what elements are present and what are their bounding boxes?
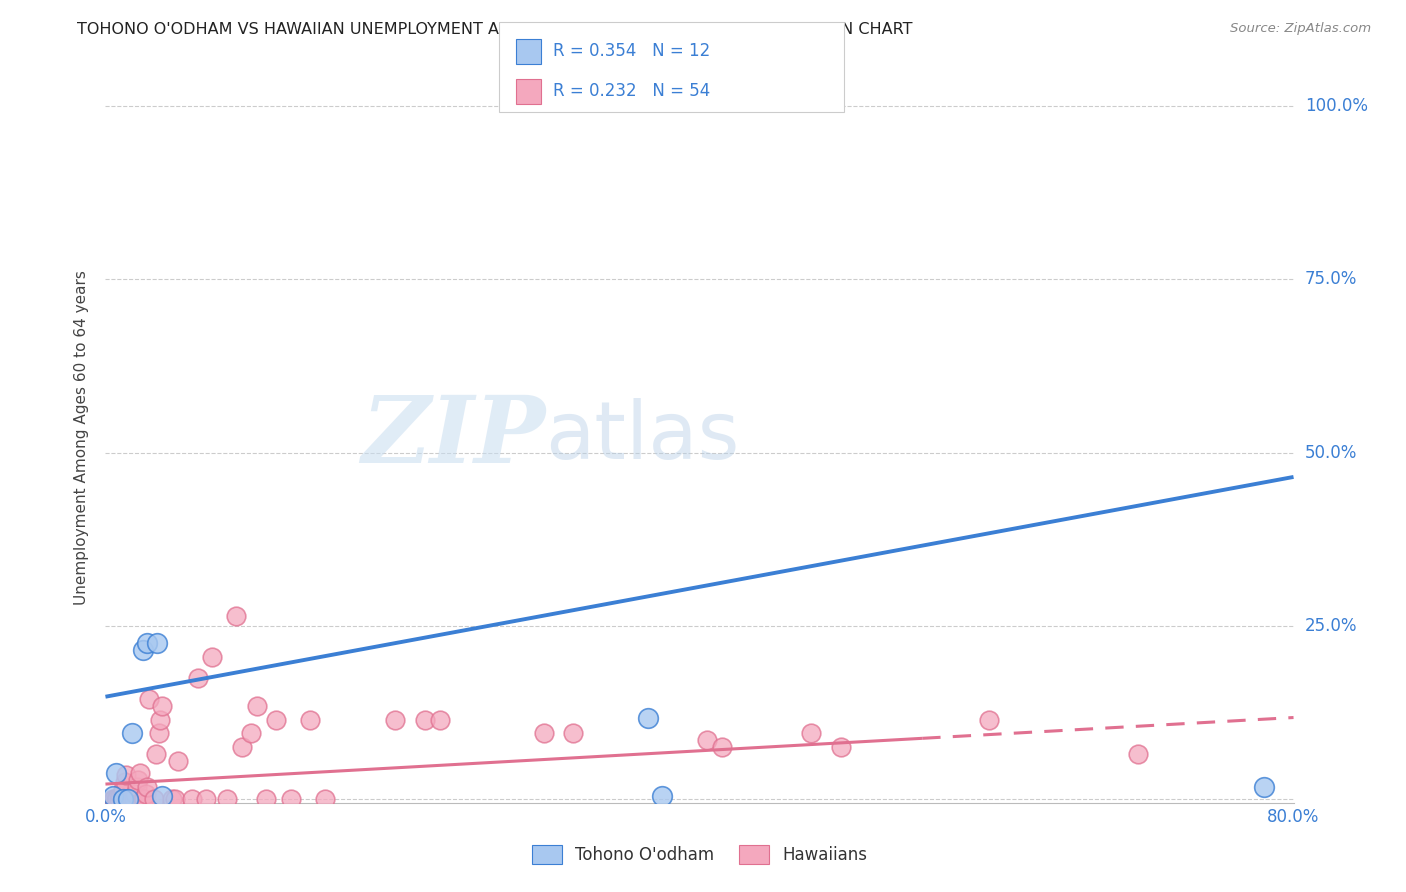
Point	[562, 726, 585, 740]
Point	[146, 636, 169, 650]
Point	[384, 713, 406, 727]
Point	[114, 775, 136, 789]
Point	[429, 713, 451, 727]
Point	[1126, 747, 1149, 762]
Point	[101, 789, 124, 803]
Point	[108, 792, 131, 806]
Point	[105, 792, 128, 806]
Point	[1253, 780, 1275, 794]
Point	[104, 792, 127, 806]
Point	[314, 792, 336, 806]
Point	[264, 713, 287, 727]
Point	[136, 780, 159, 794]
Point	[138, 691, 160, 706]
Point	[111, 787, 134, 801]
Point	[201, 650, 224, 665]
Point	[110, 789, 132, 803]
Point	[533, 726, 555, 740]
Point	[246, 698, 269, 713]
Point	[128, 766, 150, 780]
Text: 100.0%: 100.0%	[1305, 97, 1368, 115]
Text: 75.0%: 75.0%	[1305, 270, 1357, 288]
Point	[165, 792, 187, 806]
Point	[231, 740, 253, 755]
Text: R = 0.354   N = 12: R = 0.354 N = 12	[553, 42, 710, 61]
Y-axis label: Unemployment Among Ages 60 to 64 years: Unemployment Among Ages 60 to 64 years	[75, 269, 90, 605]
Point	[136, 636, 159, 650]
Point	[225, 608, 247, 623]
Point	[180, 792, 202, 806]
Text: ZIP: ZIP	[361, 392, 546, 482]
Point	[651, 789, 673, 803]
Text: TOHONO O'ODHAM VS HAWAIIAN UNEMPLOYMENT AMONG AGES 60 TO 64 YEARS CORRELATION CH: TOHONO O'ODHAM VS HAWAIIAN UNEMPLOYMENT …	[77, 22, 912, 37]
Text: atlas: atlas	[546, 398, 740, 476]
Text: R = 0.232   N = 54: R = 0.232 N = 54	[553, 82, 710, 101]
Point	[167, 754, 190, 768]
Point	[710, 740, 733, 755]
Point	[637, 710, 659, 724]
Point	[162, 792, 184, 806]
Point	[131, 792, 153, 806]
Point	[124, 787, 146, 801]
Point	[121, 792, 143, 806]
Point	[131, 643, 153, 657]
Point	[101, 792, 124, 806]
Point	[127, 772, 149, 787]
Point	[104, 766, 127, 780]
Point	[103, 792, 125, 806]
Point	[121, 726, 143, 740]
Text: 50.0%: 50.0%	[1305, 443, 1357, 462]
Point	[977, 713, 1000, 727]
Point	[217, 792, 239, 806]
Point	[186, 671, 208, 685]
Point	[195, 792, 218, 806]
Point	[145, 747, 167, 762]
Point	[132, 792, 155, 806]
Point	[125, 780, 148, 794]
Point	[135, 787, 157, 801]
Legend: Tohono O'odham, Hawaiians: Tohono O'odham, Hawaiians	[531, 845, 868, 864]
Point	[148, 726, 170, 740]
Point	[150, 789, 173, 803]
Point	[112, 781, 135, 796]
Text: Source: ZipAtlas.com: Source: ZipAtlas.com	[1230, 22, 1371, 36]
Point	[149, 713, 172, 727]
Point	[280, 792, 302, 806]
Point	[143, 792, 166, 806]
Point	[800, 726, 823, 740]
Point	[696, 733, 718, 747]
Point	[299, 713, 322, 727]
Point	[115, 768, 138, 782]
Point	[413, 713, 436, 727]
Text: 25.0%: 25.0%	[1305, 617, 1357, 635]
Point	[240, 726, 263, 740]
Point	[112, 792, 135, 806]
Point	[254, 792, 277, 806]
Point	[122, 792, 145, 806]
Point	[150, 698, 173, 713]
Point	[117, 792, 139, 806]
Point	[830, 740, 852, 755]
